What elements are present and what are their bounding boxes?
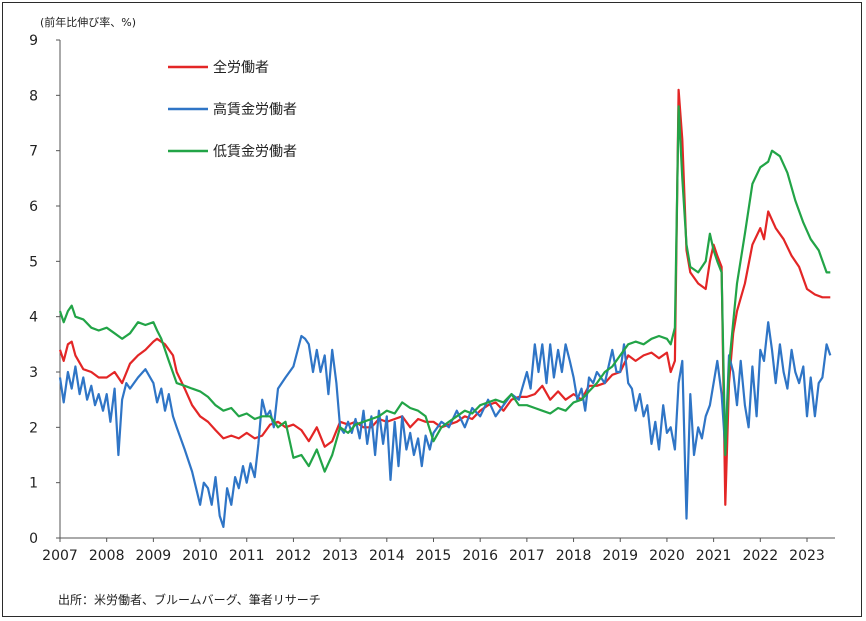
legend-label-3: 低賃金労働者 — [213, 144, 297, 160]
y-tick-label: 6 — [29, 199, 38, 215]
x-tick-label: 2010 — [182, 548, 218, 564]
y-tick-label: 4 — [29, 310, 38, 326]
x-tick-label: 2011 — [229, 548, 265, 564]
y-axis-unit-label: (前年比伸び率、%) — [40, 15, 136, 29]
x-tick-label: 2012 — [276, 548, 312, 564]
legend-label-2: 高賃金労働者 — [213, 101, 297, 118]
y-tick-label: 7 — [29, 144, 38, 160]
legend-label-1: 全労働者 — [213, 59, 269, 76]
y-tick-label: 9 — [29, 33, 38, 49]
x-tick-label: 2013 — [322, 548, 358, 564]
x-tick-label: 2017 — [509, 548, 545, 564]
x-tick-label: 2022 — [742, 548, 778, 564]
x-tick-label: 2007 — [42, 548, 78, 564]
x-tick-label: 2018 — [556, 548, 592, 564]
y-tick-label: 5 — [29, 254, 38, 270]
x-tick-label: 2021 — [696, 548, 732, 564]
y-tick-label: 8 — [29, 88, 38, 104]
series-line-2 — [58, 321, 832, 528]
axes: 0 1 2 3 4 5 6 7 8 9 2007 2008 2009 2010 2011 2012 2013 20… — [29, 33, 835, 564]
y-tick-label: 0 — [29, 531, 38, 547]
x-tick-label: 2023 — [789, 548, 825, 564]
y-tick-label: 3 — [29, 365, 38, 381]
x-tick-label: 2009 — [136, 548, 172, 564]
x-tick-label: 2016 — [462, 548, 498, 564]
series-layer — [58, 88, 832, 528]
source-note: 出所：米労働者、ブルームバーグ、筆者リサーチ — [58, 592, 321, 607]
series-line-3 — [58, 105, 831, 473]
x-tick-label: 2014 — [369, 548, 405, 564]
y-tick-label: 2 — [29, 420, 38, 436]
x-tick-label: 2015 — [416, 548, 452, 564]
x-tick-label: 2020 — [649, 548, 685, 564]
x-tick-label: 2008 — [89, 548, 125, 564]
y-tick-label: 1 — [29, 476, 38, 492]
series-line-1 — [58, 88, 831, 506]
x-tick-label: 2019 — [602, 548, 638, 564]
